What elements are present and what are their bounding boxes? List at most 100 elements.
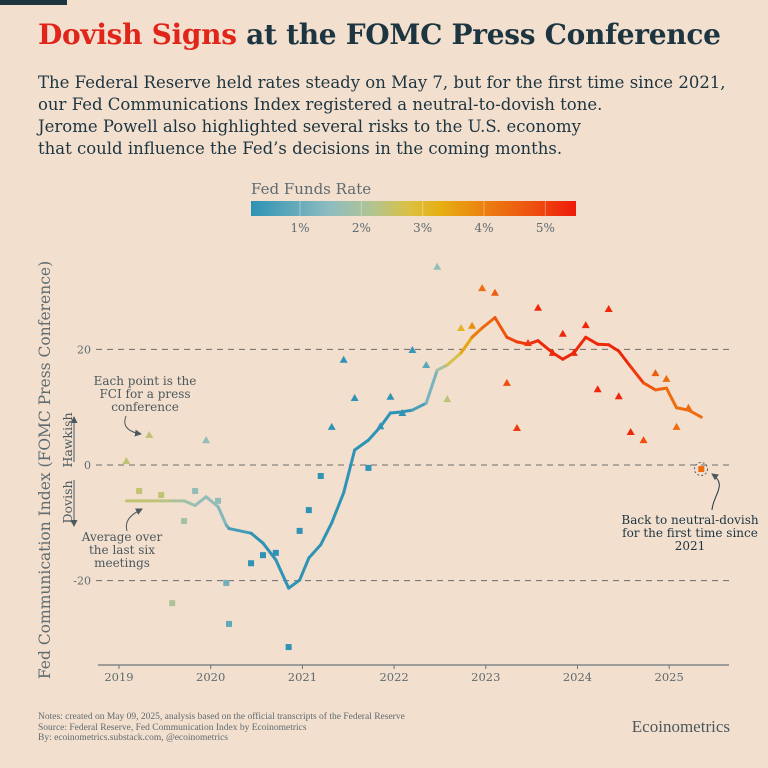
fci-point-square <box>317 472 324 479</box>
fci-point-square <box>136 488 143 495</box>
average-line-segment <box>493 316 509 339</box>
fci-point-triangle <box>490 288 499 296</box>
average-line-segment <box>307 543 323 560</box>
title-rest: at the FOMC Press Conference <box>236 18 721 51</box>
dovish-label: Dovish <box>60 480 75 523</box>
average-line-segment <box>298 556 311 582</box>
subtitle-line: The Federal Reserve held rates steady on… <box>38 73 726 92</box>
x-tick-label: 2020 <box>196 670 225 684</box>
y-axis-label: Fed Communication Index (FOMC Press Conf… <box>36 261 54 679</box>
annotation-line: Average over <box>81 530 163 544</box>
annotation-line: the last six <box>89 543 155 557</box>
y-tick-label: 0 <box>84 459 91 472</box>
fci-point-triangle <box>422 361 431 369</box>
note-line: By: ecoinometrics.substack.com, @ecoinom… <box>38 733 228 743</box>
average-line-segment <box>388 410 404 415</box>
x-tick-label: 2022 <box>379 670 408 684</box>
x-tick-label: 2025 <box>655 670 684 684</box>
annotation-point-note: Each point is the FCI for a press confer… <box>94 374 197 437</box>
colorbar-tick-label: 3% <box>413 221 432 235</box>
footer-notes: Notes: created on May 09, 2025, analysis… <box>38 712 405 744</box>
x-tick-label: 2021 <box>288 670 317 684</box>
fci-point-triangle <box>376 422 385 430</box>
fci-point-triangle <box>684 403 693 411</box>
fci-point-triangle <box>581 321 590 329</box>
fci-point-triangle <box>662 374 671 382</box>
subtitle-line: our Fed Communications Index registered … <box>38 95 603 114</box>
fci-point-square <box>285 644 292 651</box>
y-tick-label: 20 <box>77 343 91 356</box>
fci-point-square <box>192 488 199 495</box>
x-tick-label: 2023 <box>471 670 500 684</box>
fci-point-square <box>305 507 312 514</box>
fci-point-triangle <box>512 424 521 432</box>
average-line-segment <box>274 558 291 590</box>
annotation-line: conference <box>111 400 179 414</box>
average-line-segment <box>536 339 555 355</box>
average-line-segment <box>204 495 220 509</box>
average-line-segment <box>596 342 611 347</box>
annotation-arrow <box>125 508 143 532</box>
average-line-segment <box>572 335 588 355</box>
note-line: Source: Federal Reserve, Fed Communicati… <box>38 722 307 733</box>
average-line-segment <box>410 401 428 412</box>
fci-point-square <box>226 620 233 627</box>
fci-point-triangle <box>523 339 532 347</box>
average-line-segment <box>505 335 519 344</box>
average-line-segment <box>642 381 657 392</box>
average-line-segment <box>584 335 600 346</box>
fci-point-triangle <box>534 303 543 311</box>
average-line-segment <box>480 316 497 330</box>
subtitle: The Federal Reserve held rates steady on… <box>38 72 758 160</box>
fci-point-square <box>215 497 222 504</box>
fci-point-triangle <box>558 329 567 337</box>
annotation-line: for the first time since <box>622 526 758 540</box>
fci-point-triangle <box>398 408 407 416</box>
x-tick-label: 2019 <box>104 670 133 684</box>
page-title: Dovish Signs at the FOMC Press Conferenc… <box>38 18 721 51</box>
fci-point-triangle <box>433 262 442 270</box>
average-line-segment <box>249 531 265 545</box>
average-line-segment <box>227 527 253 535</box>
colorbar-tick-label: 5% <box>536 221 555 235</box>
colorbar <box>251 201 576 216</box>
title-highlight: Dovish Signs <box>38 18 237 51</box>
fci-point-triangle <box>478 284 487 292</box>
average-line-segment <box>400 408 414 414</box>
fci-point-square <box>223 579 230 586</box>
annotation-line: 2021 <box>675 539 706 553</box>
y-tick-label: -20 <box>73 575 91 588</box>
subtitle-line: that could influence the Fed’s decisions… <box>38 139 563 158</box>
colorbar-tick-label: 2% <box>352 221 371 235</box>
annotation-line: FCI for a press <box>99 387 190 401</box>
fci-point-triangle <box>122 456 131 464</box>
average-line-segment <box>424 368 439 405</box>
fci-point-triangle <box>548 348 557 356</box>
colorbar-title: Fed Funds Rate <box>251 180 372 198</box>
fci-point-triangle <box>408 345 417 353</box>
average-line-segment <box>686 408 703 419</box>
average-line-segment <box>193 495 208 507</box>
fci-point-square <box>181 518 188 525</box>
fci-point-triangle <box>202 436 211 444</box>
fci-point-triangle <box>569 348 578 356</box>
fci-point-triangle <box>639 436 648 444</box>
fci-point-triangle <box>604 304 613 312</box>
fci-point-triangle <box>672 422 681 430</box>
colorbar-tick-label: 1% <box>291 221 310 235</box>
average-line-segment <box>378 411 392 429</box>
fci-point-triangle <box>614 392 623 400</box>
average-line-segment <box>470 326 484 339</box>
note-line: Notes: created on May 09, 2025, analysis… <box>38 712 405 722</box>
fci-point-triangle <box>386 392 395 400</box>
average-line-segment <box>629 365 646 385</box>
annotation-line: Each point is the <box>94 374 197 388</box>
annotation-arrow <box>711 473 720 511</box>
latest-point-highlight <box>694 462 708 476</box>
annotation-arrow <box>124 415 142 437</box>
average-line-segment <box>435 363 449 372</box>
subtitle-line: Jerome Powell also highlighted several r… <box>38 117 582 136</box>
average-line-segment <box>330 491 346 525</box>
fci-point-triangle <box>502 378 511 386</box>
top-accent-bar <box>0 0 67 5</box>
